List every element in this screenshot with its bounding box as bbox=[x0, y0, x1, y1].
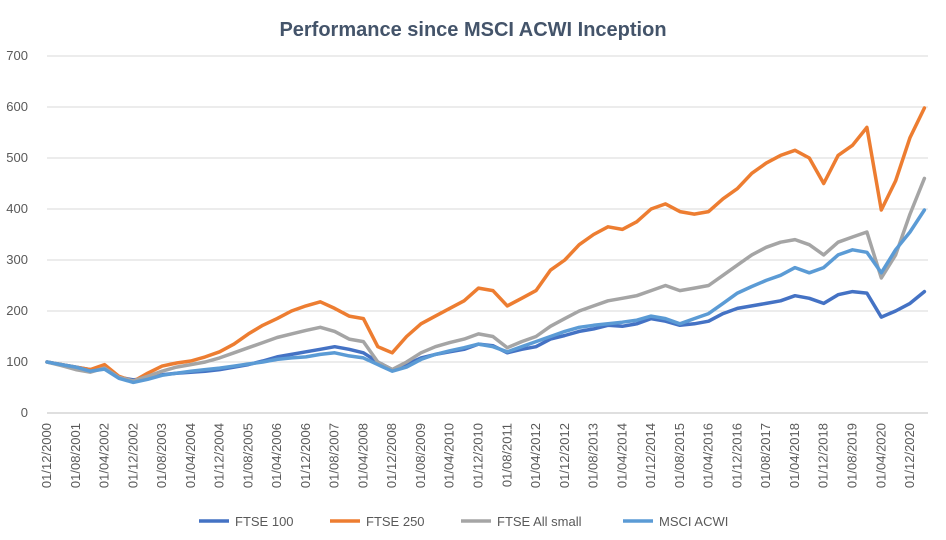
series-line-ftse-all-small bbox=[45, 176, 927, 383]
x-tick-label: 01/08/2011 bbox=[499, 423, 514, 487]
legend-label: MSCI ACWI bbox=[659, 514, 728, 529]
series-line-ftse-250 bbox=[45, 106, 927, 384]
y-tick-label: 200 bbox=[6, 303, 28, 318]
x-axis-ticks: 01/12/2000 01/08/2001 01/04/2002 01/12/2002… bbox=[39, 423, 917, 488]
y-tick-label: 700 bbox=[6, 48, 28, 63]
x-tick-label: 01/08/2009 bbox=[413, 423, 428, 488]
x-tick-label: 01/08/2017 bbox=[758, 423, 773, 488]
legend-label: FTSE All small bbox=[497, 514, 582, 529]
x-tick-label: 01/12/2000 bbox=[39, 423, 54, 488]
x-tick-label: 01/04/2004 bbox=[183, 423, 198, 488]
x-tick-label: 01/08/2015 bbox=[672, 423, 687, 488]
chart-title: Performance since MSCI ACWI Inception bbox=[279, 19, 666, 41]
x-tick-label: 01/12/2014 bbox=[643, 423, 658, 488]
x-tick-label: 01/08/2001 bbox=[68, 423, 83, 488]
x-tick-label: 01/04/2012 bbox=[528, 423, 543, 488]
x-tick-label: 01/08/2007 bbox=[327, 423, 342, 488]
x-tick-label: 01/12/2006 bbox=[298, 423, 313, 488]
x-tick-label: 01/08/2003 bbox=[154, 423, 169, 488]
x-tick-label: 01/12/2008 bbox=[384, 423, 399, 488]
series-line-msci-acwi bbox=[45, 208, 927, 385]
x-tick-label: 01/04/2014 bbox=[614, 423, 629, 488]
x-tick-label: 01/12/2016 bbox=[729, 423, 744, 488]
x-tick-label: 01/12/2004 bbox=[212, 423, 227, 488]
legend-label: FTSE 250 bbox=[366, 514, 425, 529]
x-tick-label: 01/12/2010 bbox=[471, 423, 486, 488]
x-tick-label: 01/08/2005 bbox=[240, 423, 255, 488]
x-tick-label: 01/04/2010 bbox=[442, 423, 457, 488]
legend: FTSE 100 FTSE 250 FTSE All small MSCI ACWI bbox=[199, 514, 728, 529]
x-tick-label: 01/04/2020 bbox=[873, 423, 888, 488]
x-tick-label: 01/12/2002 bbox=[125, 423, 140, 488]
y-tick-label: 400 bbox=[6, 201, 28, 216]
x-tick-label: 01/04/2002 bbox=[97, 423, 112, 488]
y-tick-label: 500 bbox=[6, 150, 28, 165]
gridlines bbox=[47, 55, 928, 363]
y-axis-ticks: 0 100 200 300 400 500 600 700 bbox=[6, 48, 28, 420]
x-tick-label: 01/04/2016 bbox=[701, 423, 716, 488]
y-tick-label: 0 bbox=[21, 405, 28, 420]
x-tick-label: 01/08/2019 bbox=[844, 423, 859, 488]
x-tick-label: 01/04/2018 bbox=[787, 423, 802, 488]
x-tick-label: 01/12/2020 bbox=[902, 423, 917, 488]
series-group bbox=[45, 106, 927, 385]
y-tick-label: 300 bbox=[6, 252, 28, 267]
x-tick-label: 01/04/2008 bbox=[355, 423, 370, 488]
legend-label: FTSE 100 bbox=[235, 514, 294, 529]
x-tick-label: 01/08/2013 bbox=[586, 423, 601, 488]
x-tick-label: 01/12/2018 bbox=[816, 423, 831, 488]
x-tick-label: 01/04/2006 bbox=[269, 423, 284, 488]
x-tick-label: 01/12/2012 bbox=[557, 423, 572, 488]
y-tick-label: 600 bbox=[6, 99, 28, 114]
y-tick-label: 100 bbox=[6, 354, 28, 369]
